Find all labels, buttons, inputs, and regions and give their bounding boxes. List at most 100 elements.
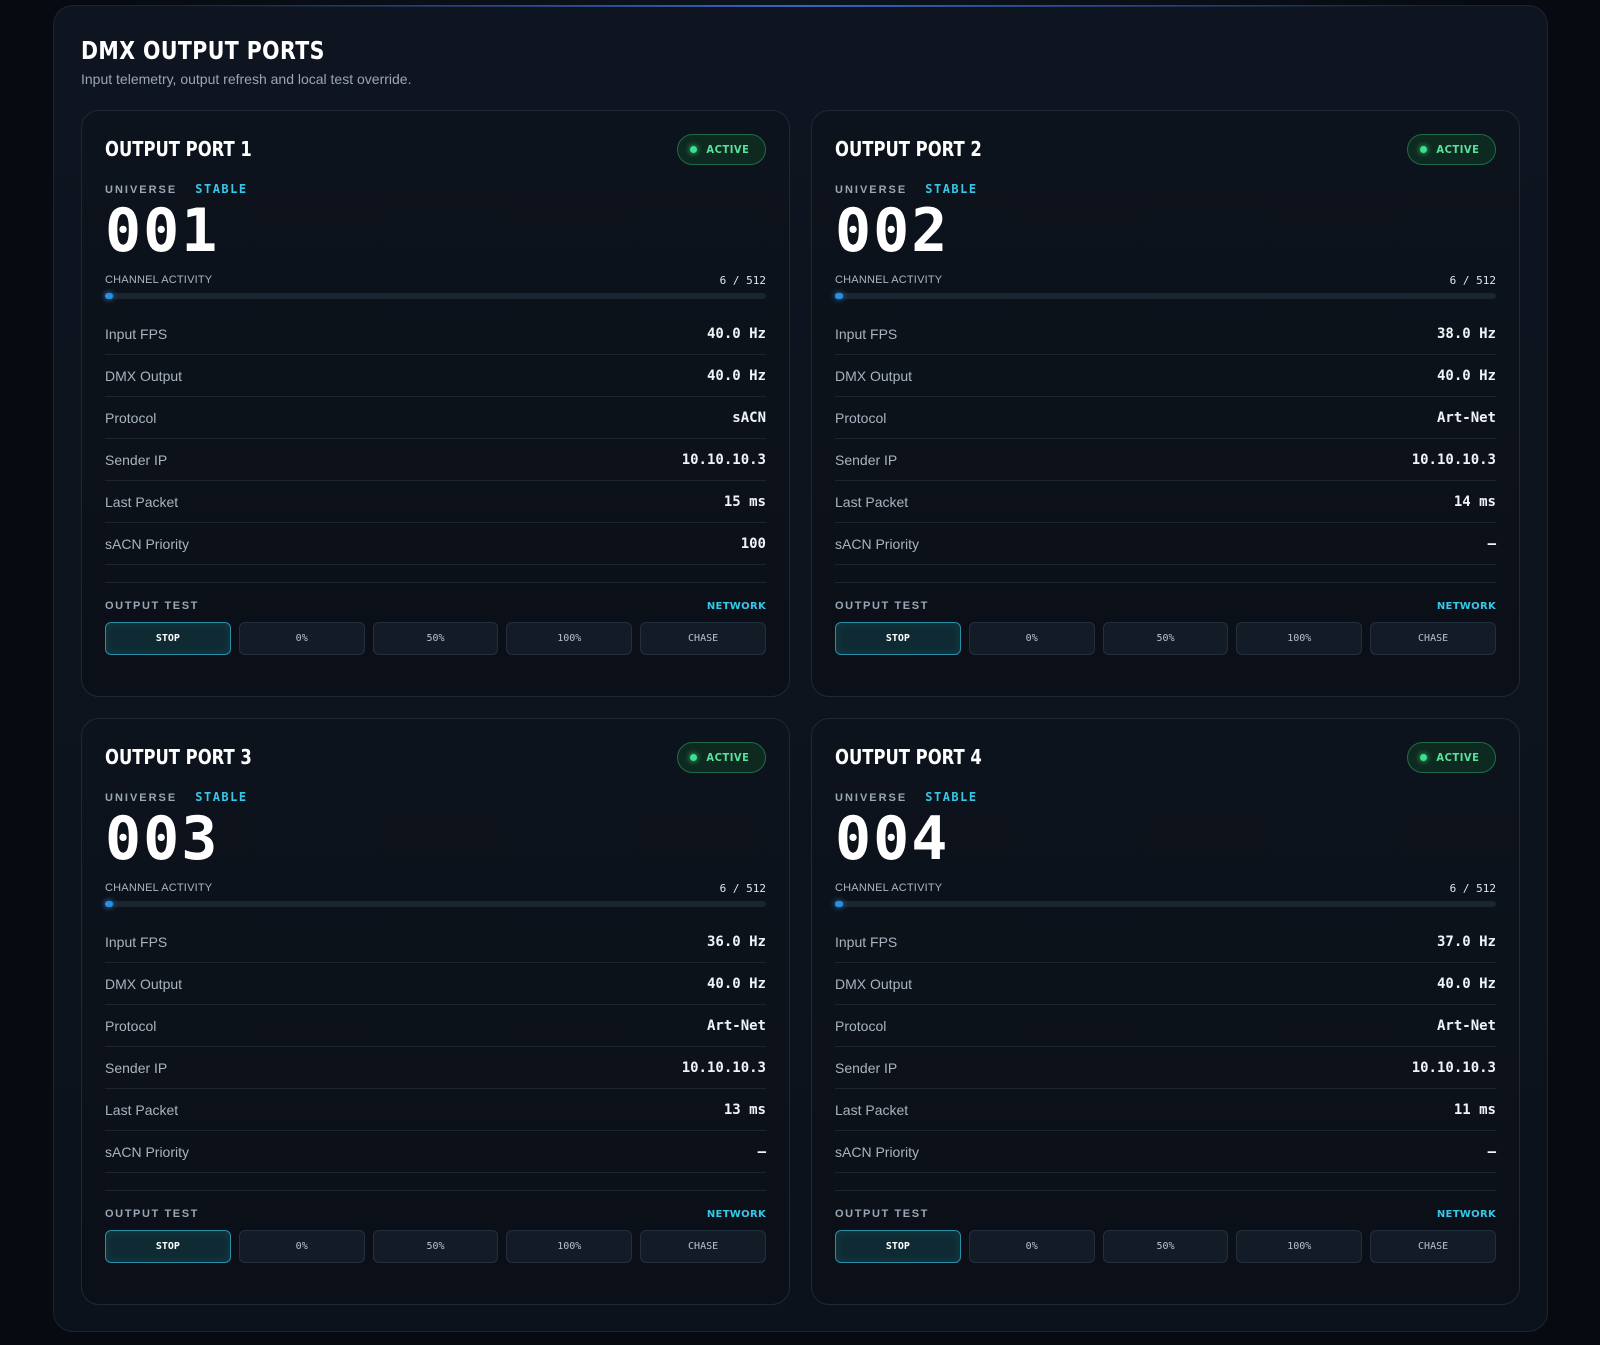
stats-list: Input FPS 40.0 Hz DMX Output 40.0 Hz Proto…	[105, 313, 766, 565]
stat-value: 38.0 Hz	[1436, 325, 1496, 342]
test-50-percent-button[interactable]: 50%	[372, 1230, 499, 1263]
stat-label: DMX Output	[105, 367, 183, 384]
status-badge: ACTIVE	[1407, 133, 1496, 165]
stat-row-sender-ip: Sender IP 10.10.10.3	[835, 439, 1496, 481]
page-subtitle: Input telemetry, output refresh and loca…	[81, 71, 412, 87]
stat-label: Input FPS	[835, 325, 898, 342]
universe-label: UNIVERSE	[835, 792, 908, 804]
port-title: OUTPUT PORT 3	[105, 745, 252, 769]
output-test-buttons: STOP 0% 50% 100% CHASE	[105, 622, 766, 655]
stat-label: DMX Output	[105, 975, 183, 992]
universe-number: 001	[105, 196, 220, 266]
stat-row-dmx-output: DMX Output 40.0 Hz	[105, 963, 766, 1005]
stat-row-last-packet: Last Packet 13 ms	[105, 1089, 766, 1131]
stat-row-dmx-output: DMX Output 40.0 Hz	[105, 355, 766, 397]
stat-row-input-fps: Input FPS 40.0 Hz	[105, 313, 766, 355]
stat-row-input-fps: Input FPS 37.0 Hz	[835, 921, 1496, 963]
channel-activity-value: 6 / 512	[719, 881, 766, 895]
divider	[835, 582, 1496, 583]
test-50-percent-button[interactable]: 50%	[372, 622, 499, 655]
stat-label: Input FPS	[105, 325, 168, 342]
status-dot-icon	[690, 145, 698, 153]
stat-value: –	[1487, 535, 1496, 552]
channel-activity-value: 6 / 512	[1449, 881, 1496, 895]
universe-number: 003	[105, 804, 220, 874]
output-port-card: OUTPUT PORT 4 ACTIVE UNIVERSE STABLE 004…	[811, 718, 1520, 1305]
test-100-percent-button[interactable]: 100%	[506, 1230, 633, 1263]
stat-row-protocol: Protocol Art-Net	[105, 1005, 766, 1047]
test-stop-button[interactable]: STOP	[835, 622, 961, 655]
test-chase-button[interactable]: CHASE	[1370, 622, 1496, 655]
output-test-buttons: STOP 0% 50% 100% CHASE	[835, 622, 1496, 655]
test-100-percent-button[interactable]: 100%	[1236, 622, 1363, 655]
stat-label: DMX Output	[835, 975, 913, 992]
status-dot-icon	[1420, 753, 1428, 761]
stat-row-last-packet: Last Packet 14 ms	[835, 481, 1496, 523]
stat-label: Sender IP	[835, 451, 898, 468]
test-chase-button[interactable]: CHASE	[640, 1230, 766, 1263]
stat-row-input-fps: Input FPS 36.0 Hz	[105, 921, 766, 963]
universe-state: STABLE	[925, 790, 978, 804]
test-0-percent-button[interactable]: 0%	[968, 622, 1095, 655]
stat-row-dmx-output: DMX Output 40.0 Hz	[835, 963, 1496, 1005]
stat-label: Last Packet	[835, 1101, 909, 1118]
channel-activity-bar	[105, 901, 766, 907]
port-title: OUTPUT PORT 1	[105, 137, 252, 161]
stat-label: DMX Output	[835, 367, 913, 384]
output-port-card: OUTPUT PORT 3 ACTIVE UNIVERSE STABLE 003…	[81, 718, 790, 1305]
stat-value: 10.10.10.3	[1411, 451, 1496, 468]
channel-activity-bar	[835, 901, 1496, 907]
stat-row-sacn-priority: sACN Priority 100	[105, 523, 766, 565]
status-dot-icon	[1420, 145, 1428, 153]
stat-label: Protocol	[105, 409, 157, 426]
port-grid: OUTPUT PORT 1 ACTIVE UNIVERSE STABLE 001…	[81, 110, 1520, 1305]
test-0-percent-button[interactable]: 0%	[238, 622, 365, 655]
test-100-percent-button[interactable]: 100%	[1236, 1230, 1363, 1263]
stat-label: Sender IP	[105, 451, 168, 468]
stat-label: sACN Priority	[835, 535, 920, 552]
test-chase-button[interactable]: CHASE	[640, 622, 766, 655]
stat-value: 10.10.10.3	[681, 1059, 766, 1076]
dmx-output-ports-panel: DMX OUTPUT PORTS Input telemetry, output…	[53, 5, 1548, 1332]
test-stop-button[interactable]: STOP	[105, 1230, 231, 1263]
stat-label: sACN Priority	[105, 1143, 190, 1160]
channel-activity-fill	[835, 901, 843, 907]
stat-label: Sender IP	[105, 1059, 168, 1076]
channel-activity-fill	[835, 293, 843, 299]
stat-value: 40.0 Hz	[706, 367, 766, 384]
port-title: OUTPUT PORT 2	[835, 137, 982, 161]
stat-label: Input FPS	[835, 933, 898, 950]
test-chase-button[interactable]: CHASE	[1370, 1230, 1496, 1263]
universe-label: UNIVERSE	[105, 184, 178, 196]
stat-value: 13 ms	[723, 1101, 766, 1118]
test-0-percent-button[interactable]: 0%	[238, 1230, 365, 1263]
test-50-percent-button[interactable]: 50%	[1102, 622, 1229, 655]
test-0-percent-button[interactable]: 0%	[968, 1230, 1095, 1263]
stat-label: Sender IP	[835, 1059, 898, 1076]
output-test-source: NETWORK	[706, 600, 766, 612]
stat-value: –	[757, 1143, 766, 1160]
status-badge-label: ACTIVE	[706, 750, 750, 764]
status-badge: ACTIVE	[1407, 741, 1496, 773]
stat-label: Input FPS	[105, 933, 168, 950]
test-50-percent-button[interactable]: 50%	[1102, 1230, 1229, 1263]
channel-activity-value: 6 / 512	[719, 273, 766, 287]
universe-label: UNIVERSE	[105, 792, 178, 804]
status-dot-icon	[690, 753, 698, 761]
output-test-source: NETWORK	[1436, 1208, 1496, 1220]
output-test-label: OUTPUT TEST	[105, 600, 199, 612]
test-stop-button[interactable]: STOP	[835, 1230, 961, 1263]
test-100-percent-button[interactable]: 100%	[506, 622, 633, 655]
stat-value: 10.10.10.3	[1411, 1059, 1496, 1076]
channel-activity-value: 6 / 512	[1449, 273, 1496, 287]
stat-label: Protocol	[835, 1017, 887, 1034]
stat-value: Art-Net	[706, 1017, 766, 1034]
stat-row-protocol: Protocol Art-Net	[835, 1005, 1496, 1047]
stat-row-last-packet: Last Packet 11 ms	[835, 1089, 1496, 1131]
output-test-buttons: STOP 0% 50% 100% CHASE	[105, 1230, 766, 1263]
stat-value: Art-Net	[1436, 1017, 1496, 1034]
test-stop-button[interactable]: STOP	[105, 622, 231, 655]
universe-state: STABLE	[925, 182, 978, 196]
status-badge: ACTIVE	[677, 133, 766, 165]
stat-row-sender-ip: Sender IP 10.10.10.3	[835, 1047, 1496, 1089]
